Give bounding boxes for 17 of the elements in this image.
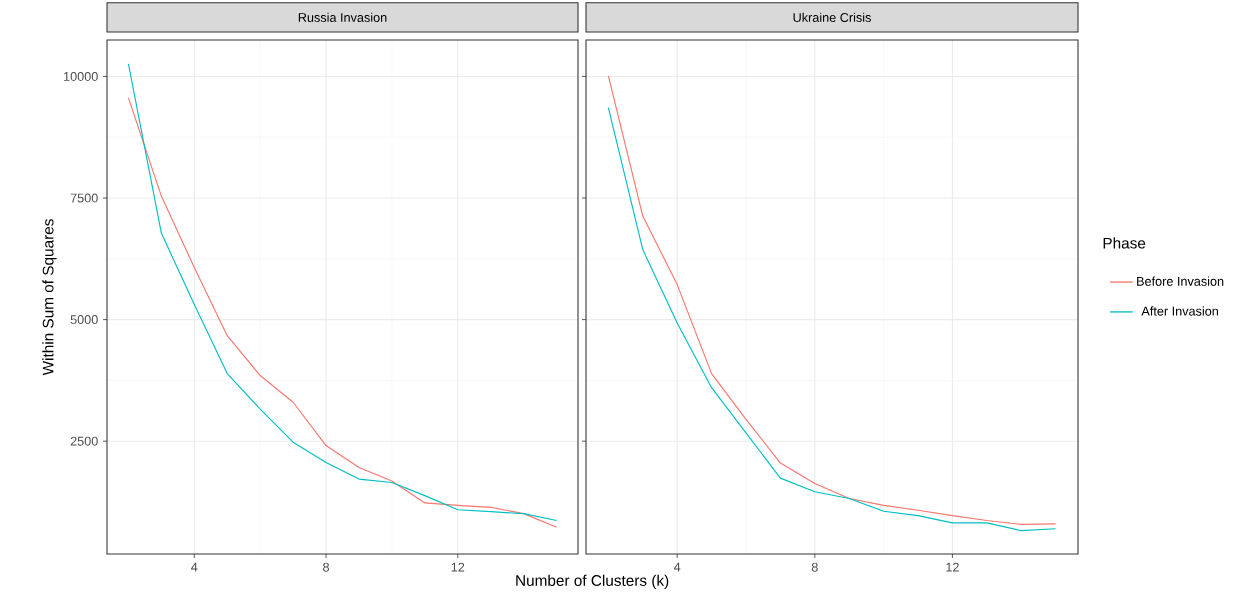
legend-title: Phase [1103,237,1146,249]
chart-title: Russia Invasion [298,12,387,22]
y-axis-title: Within Sum of Squares [42,219,57,376]
x-axis-title: Number of Clusters (k) [516,574,669,589]
y-tick-label: 2500 [70,436,98,446]
y-tick-label: 7500 [70,193,98,203]
x-tick-label: 8 [323,562,330,572]
x-tick-label: 12 [946,562,959,572]
chart-title: Ukraine Crisis [793,12,871,22]
x-tick-label: 8 [811,562,818,572]
y-tick-label: 10000 [64,71,98,81]
legend-label: Before Invasion [1137,276,1224,286]
x-tick-label: 4 [673,562,681,572]
x-tick-label: 12 [451,562,465,572]
y-tick-label: 5000 [70,315,98,325]
legend-label: After Invasion [1141,306,1218,316]
x-tick-label: 4 [191,562,198,572]
